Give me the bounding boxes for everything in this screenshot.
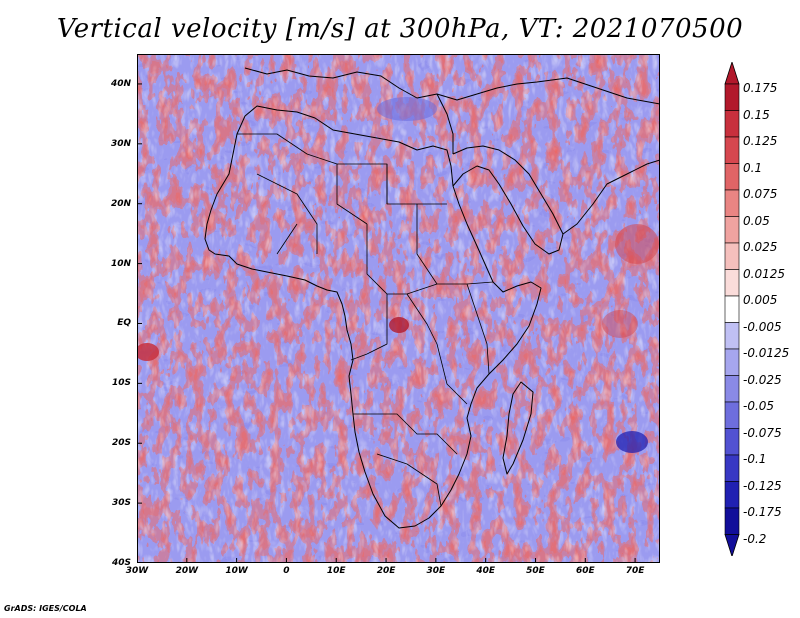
border-7 — [350, 294, 388, 361]
colorbar-label: -0.025 — [743, 372, 782, 387]
lat-label-20n: 20N — [110, 198, 131, 209]
colorbar-label: -0.005 — [743, 319, 782, 334]
colorbar-cell — [724, 83, 740, 111]
streak-texture — [137, 54, 660, 563]
colorbar-cell — [724, 454, 740, 482]
colorbar-cell — [724, 136, 740, 164]
lon-label-70e: 70E — [625, 566, 645, 576]
colorbar-cell — [724, 189, 740, 217]
strong-ascent-congo — [389, 317, 409, 333]
colorbar-label: 0.005 — [743, 293, 778, 307]
border-12 — [276, 223, 298, 255]
lon-label-50e: 50E — [526, 566, 545, 576]
colorbar-label: -0.05 — [743, 399, 775, 413]
lat-label-10s: 10S — [111, 378, 131, 389]
lon-label-30w: 30W — [125, 566, 149, 576]
colorbar-cell — [724, 348, 740, 376]
colorbar-cell — [724, 428, 740, 456]
colorbar-cell — [724, 269, 740, 297]
lat-label-20s: 20S — [111, 438, 131, 449]
colorbar-label: 0.0125 — [743, 266, 785, 281]
colorbar-label: -0.125 — [743, 478, 782, 493]
colorbar-label: 0.175 — [743, 81, 778, 95]
colorbar-cell — [724, 163, 740, 191]
lat-label-10n: 10N — [110, 258, 131, 269]
colorbar-label: 0.05 — [743, 213, 770, 228]
arabian-peninsula-coastline — [452, 145, 564, 255]
lon-label-40e: 40E — [476, 566, 495, 576]
border-1 — [237, 133, 368, 225]
ascent-indian-ocean — [602, 310, 638, 338]
map-plot-area — [137, 54, 660, 563]
map-title: Vertical velocity [m/s] at 300hPa, VT: 2… — [56, 14, 744, 44]
axis-ticks — [137, 83, 636, 563]
lon-label-0: 0 — [283, 566, 290, 576]
lon-label-10w: 10W — [225, 566, 248, 576]
colorbar-cell — [724, 295, 740, 323]
colorbar-cell — [724, 507, 740, 535]
grads-credit: GrADS: IGES/COLA — [4, 604, 87, 613]
lon-label-60e: 60E — [575, 566, 595, 576]
madagascar-coastline — [502, 381, 534, 475]
colorbar-label: -0.2 — [743, 531, 767, 546]
colorbar-cell — [724, 481, 740, 509]
descent-mediterranean — [377, 97, 437, 121]
colorbar-label: 0.125 — [743, 134, 778, 148]
colorbar-label: -0.0125 — [743, 346, 790, 360]
coastlines — [204, 67, 660, 529]
colorbar-label: -0.1 — [743, 452, 767, 466]
colorbar-label: 0.075 — [743, 187, 778, 201]
border-6 — [416, 204, 438, 285]
colorbar — [724, 62, 740, 556]
lat-label-40n: 40N — [110, 78, 131, 89]
border-9 — [353, 413, 458, 455]
colorbar-cell — [724, 322, 740, 350]
colorbar-cell — [724, 401, 740, 429]
border-11 — [466, 283, 490, 375]
colorbar-label: 0.025 — [743, 240, 778, 254]
africa-coastline — [204, 105, 542, 529]
map-frame — [137, 54, 660, 563]
border-8 — [406, 293, 468, 405]
colorbar-min-arrow — [724, 534, 740, 556]
colorbar-cell — [724, 216, 740, 244]
strong-ascent-west — [137, 343, 159, 361]
lat-label-40s: 40S — [111, 558, 131, 568]
lon-label-10e: 10E — [326, 566, 346, 576]
colorbar-cell — [724, 242, 740, 270]
colorbar-max-arrow — [724, 62, 740, 85]
strong-descent-indian-ocean — [616, 431, 648, 453]
lat-label-eq: EQ — [117, 318, 131, 329]
lon-label-20w: 20W — [175, 566, 199, 576]
lon-label-20e: 20E — [376, 566, 396, 576]
colorbar-label: 0.15 — [743, 107, 770, 122]
country-borders — [237, 133, 494, 507]
border-10 — [376, 453, 442, 507]
colorbar-cell — [724, 375, 740, 403]
velocity-field-map — [137, 54, 660, 563]
ascent-arabian-sea — [615, 224, 659, 264]
colorbar-label: 0.1 — [743, 160, 763, 175]
colorbar-label: -0.175 — [743, 505, 782, 519]
border-5 — [256, 173, 318, 254]
lat-label-30n: 30N — [110, 138, 131, 149]
asia-coastline — [562, 159, 660, 235]
lat-label-30s: 30S — [111, 498, 131, 509]
colorbar-cell — [724, 110, 740, 138]
lon-label-30e: 30E — [426, 566, 446, 576]
levant-coastline — [436, 93, 454, 154]
colorbar-label: -0.075 — [743, 425, 782, 440]
